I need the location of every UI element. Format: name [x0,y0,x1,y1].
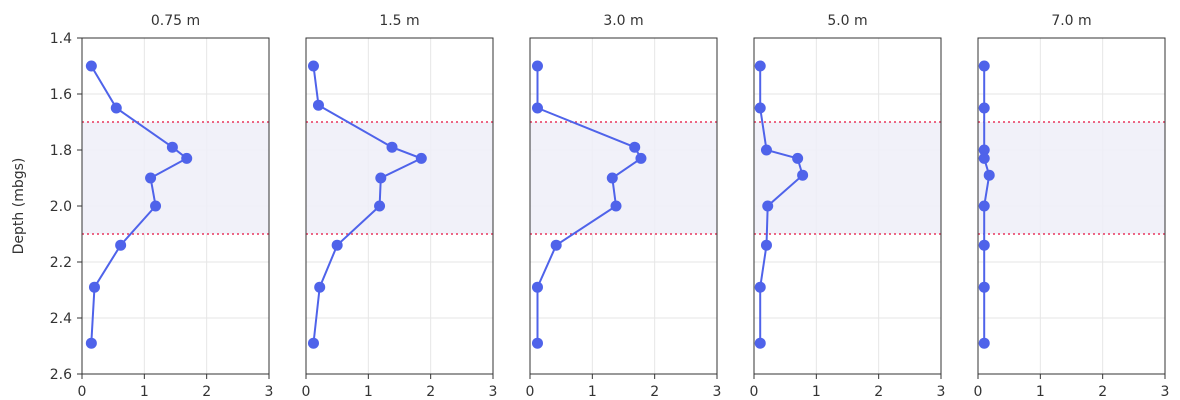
data-point [166,141,178,153]
data-point [754,281,766,293]
data-point [312,99,324,111]
data-point [374,200,386,212]
data-point [978,200,990,212]
x-tick-label: 2 [650,384,659,400]
x-tick-label: 0 [750,384,759,400]
x-tick-label: 1 [812,384,821,400]
data-point [983,169,995,181]
x-tick-label: 3 [713,384,722,400]
highlight-band [754,122,941,234]
data-point [978,60,990,72]
data-point [978,144,990,156]
x-tick-label: 3 [1161,384,1170,400]
x-tick-label: 3 [937,384,946,400]
x-tick-label: 0 [78,384,87,400]
x-tick-label: 3 [265,384,274,400]
data-point [978,239,990,251]
data-point [307,60,319,72]
y-tick-label: 1.4 [50,31,72,47]
panel-title: 7.0 m [1051,13,1091,29]
x-tick-label: 0 [526,384,535,400]
y-axis-label: Depth (mbgs) [11,158,27,255]
highlight-band [978,122,1165,234]
y-tick-label: 2.4 [50,311,72,327]
data-point [978,152,990,164]
panel-1: 0.75 m 0 1 2 3 1.4 1.6 1.8 2.0 2.2 2.4 2.6 [50,13,274,400]
data-point [754,337,766,349]
x-tick-label: 1 [588,384,597,400]
data-point [181,152,193,164]
data-point [978,281,990,293]
data-point [85,337,97,349]
panel-5: 7.0 m 0 1 2 3 [974,13,1170,400]
x-tick-label: 1 [1036,384,1045,400]
panel-title: 5.0 m [827,13,867,29]
data-point [531,60,543,72]
panel-frame [753,37,942,375]
panel-2: 1.5 m 0 1 2 3 [302,13,498,400]
panel-3: 3.0 m 0 1 2 3 [526,13,722,400]
data-point [88,281,100,293]
data-point [792,152,804,164]
panel-frame [529,37,718,375]
highlight-band [530,122,717,234]
data-point [145,172,157,184]
data-point [531,281,543,293]
data-point [760,239,772,251]
x-tick-label: 1 [364,384,373,400]
x-tick-label: 2 [202,384,211,400]
data-point [635,152,647,164]
data-point [115,239,127,251]
x-tick-label: 2 [426,384,435,400]
data-point [307,337,319,349]
y-tick-label: 2.6 [50,367,72,383]
data-point [386,141,398,153]
data-point [606,172,618,184]
highlight-band [306,122,493,234]
y-tick-label: 1.6 [50,87,72,103]
x-tick-label: 1 [140,384,149,400]
data-point [85,60,97,72]
data-point [754,60,766,72]
data-point [531,337,543,349]
data-point [762,200,774,212]
y-tick-label: 2.2 [50,255,72,271]
data-point [978,337,990,349]
data-point [531,102,543,114]
panel-4: 5.0 m 0 1 2 3 [750,13,946,400]
highlight-band [82,122,269,234]
x-tick-label: 2 [874,384,883,400]
panel-title: 1.5 m [379,13,419,29]
data-point [375,172,387,184]
x-tick-label: 0 [974,384,983,400]
x-tick-label: 0 [302,384,311,400]
panel-frame [305,37,494,375]
data-point [760,144,772,156]
panel-title: 0.75 m [151,13,200,29]
data-point [754,102,766,114]
data-point [978,102,990,114]
panel-frame [977,37,1166,375]
data-point [331,239,343,251]
y-tick-label: 2.0 [50,199,72,215]
panel-title: 3.0 m [603,13,643,29]
data-point [110,102,122,114]
data-point [550,239,562,251]
data-point [415,152,427,164]
data-point [629,141,641,153]
data-point [150,200,162,212]
data-point [610,200,622,212]
y-tick-label: 1.8 [50,143,72,159]
x-tick-label: 2 [1098,384,1107,400]
data-point [314,281,326,293]
data-point [797,169,809,181]
x-tick-label: 3 [489,384,498,400]
